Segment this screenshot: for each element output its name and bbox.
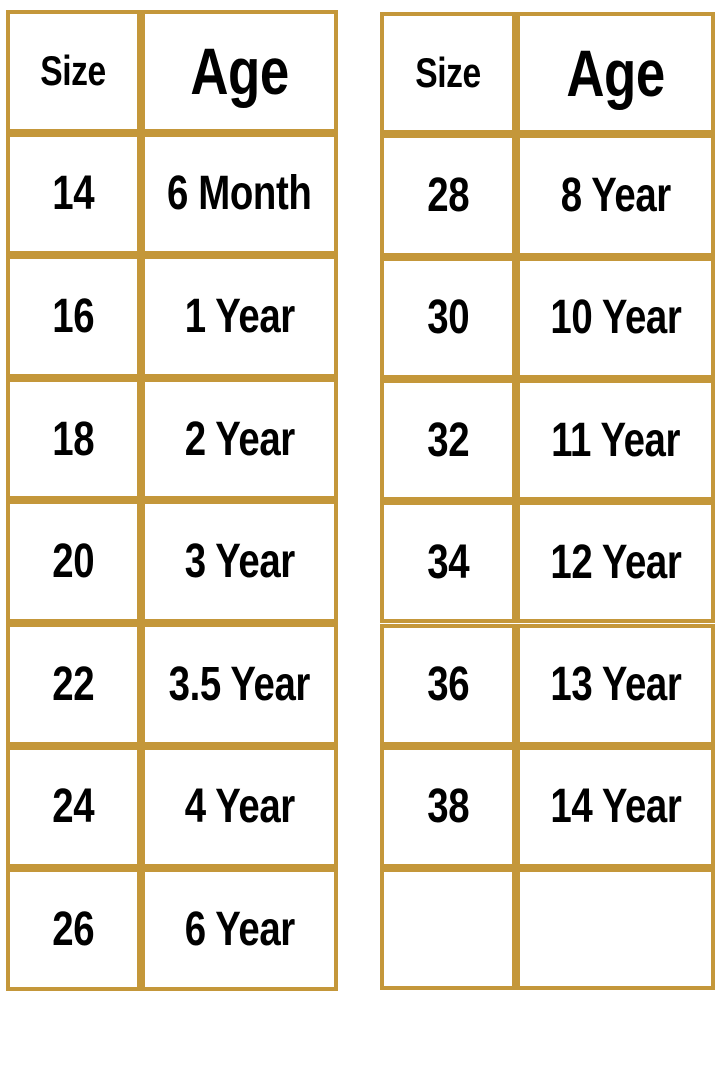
size-cell: 20	[6, 500, 141, 623]
cell-text: Size	[40, 47, 107, 95]
age-cell: 6 Year	[141, 868, 338, 991]
cell-text: 20	[52, 535, 95, 589]
size-cell: 18	[6, 377, 141, 501]
cell-text: 34	[427, 535, 469, 589]
cell-text: 14	[52, 167, 95, 221]
cell-text: 3.5 Year	[168, 657, 311, 711]
cell-text: 1 Year	[184, 289, 295, 343]
age-cell: 1 Year	[141, 255, 338, 378]
age-cell: 2 Year	[141, 377, 338, 501]
size-cell: 34	[380, 501, 516, 624]
cell-text: 14 Year	[549, 780, 682, 834]
size-cell: 30	[380, 256, 516, 379]
cell-text: 4 Year	[184, 780, 295, 834]
age-cell: 11 Year	[516, 378, 715, 502]
cell-text: 22	[52, 657, 95, 711]
cell-text: 13 Year	[549, 658, 682, 712]
size-cell: 38	[380, 745, 516, 869]
cell-text: 6 Month	[167, 167, 312, 221]
cell-text: 30	[427, 291, 469, 345]
cell-text: Size	[415, 49, 481, 97]
cell-text: 28	[427, 168, 469, 222]
empty-cell	[380, 868, 516, 991]
cell-text: Age	[190, 34, 289, 109]
cell-text: 12 Year	[549, 535, 682, 589]
age-cell: 3 Year	[141, 500, 338, 623]
header-age: Age	[516, 12, 715, 135]
age-cell: 14 Year	[516, 745, 715, 869]
cell-text: 8 Year	[560, 168, 671, 222]
size-cell: 24	[6, 745, 141, 869]
cell-text: 26	[52, 902, 95, 956]
cell-text: Age	[566, 36, 665, 111]
cell-text: 16	[52, 289, 95, 343]
cell-text: 2 Year	[184, 412, 295, 466]
cell-text: 10 Year	[549, 291, 682, 345]
size-cell: 16	[6, 255, 141, 378]
size-cell: 14	[6, 132, 141, 256]
age-cell: 12 Year	[516, 501, 715, 624]
header-age: Age	[141, 10, 338, 133]
age-cell: 8 Year	[516, 134, 715, 257]
size-cell: 36	[380, 623, 516, 746]
age-cell: 3.5 Year	[141, 623, 338, 746]
header-size: Size	[380, 12, 516, 135]
age-cell: 6 Month	[141, 132, 338, 256]
header-size: Size	[6, 10, 141, 133]
age-cell: 10 Year	[516, 256, 715, 379]
size-cell: 26	[6, 868, 141, 991]
cell-text: 38	[427, 780, 469, 834]
size-cell: 22	[6, 623, 141, 746]
age-cell: 13 Year	[516, 623, 715, 746]
cell-text: 18	[52, 412, 95, 466]
age-cell: 4 Year	[141, 745, 338, 869]
cell-text: 6 Year	[184, 902, 295, 956]
cell-text: 11 Year	[551, 413, 680, 467]
cell-text: 32	[427, 413, 469, 467]
cell-text: 3 Year	[184, 535, 295, 589]
size-cell: 28	[380, 134, 516, 257]
empty-cell	[516, 868, 715, 991]
size-cell: 32	[380, 378, 516, 502]
cell-text: 24	[52, 780, 95, 834]
cell-text: 36	[427, 658, 469, 712]
